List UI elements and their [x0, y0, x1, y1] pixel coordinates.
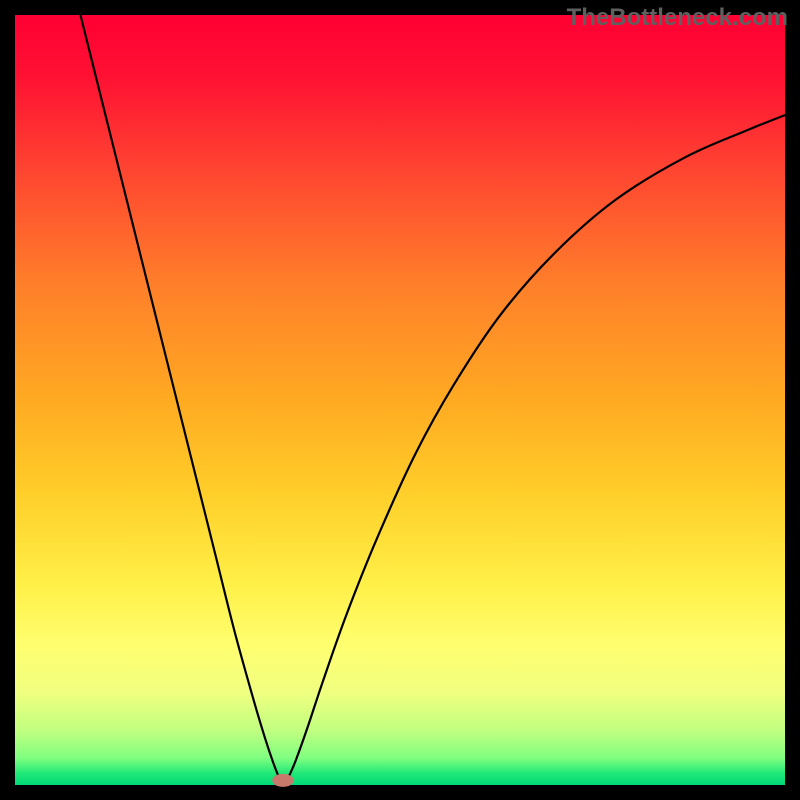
chart-background [15, 15, 785, 785]
chart-container: TheBottleneck.com [0, 0, 800, 800]
bottleneck-chart [0, 0, 800, 800]
bottleneck-marker [272, 774, 294, 787]
